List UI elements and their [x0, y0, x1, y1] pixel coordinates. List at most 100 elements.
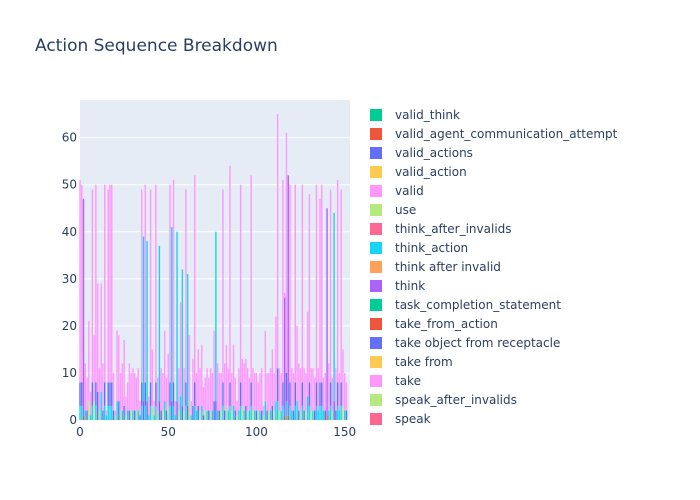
bar-segment [209, 410, 212, 420]
bar-segment [172, 382, 175, 406]
bar-segment [183, 368, 185, 411]
bar-segment [241, 405, 244, 420]
bar-segment [329, 405, 332, 420]
bar-segment [321, 382, 323, 406]
y-tick-label: 10 [62, 366, 77, 380]
bar-segment [222, 382, 224, 406]
legend-label: think_after_invalids [395, 222, 512, 236]
bar-segment [194, 405, 196, 420]
bar-segment [121, 410, 124, 420]
bar-segment [215, 401, 217, 420]
bar-segment [268, 410, 270, 420]
bar-segment [312, 410, 314, 420]
bar-segment [98, 368, 101, 411]
x-tick-label: 0 [76, 425, 84, 439]
bar-segment [181, 269, 184, 406]
bar-segment [155, 184, 157, 383]
bar-segment [285, 132, 288, 373]
bar-segment [248, 377, 251, 411]
bar-segment [195, 410, 198, 420]
bar-segment [239, 382, 242, 406]
bar-segment [269, 410, 272, 420]
legend-label: take from [395, 355, 453, 369]
legend-swatch [370, 299, 382, 311]
bar-segment [282, 382, 284, 406]
bar-segment [292, 372, 295, 411]
bar-segment [142, 236, 145, 402]
bar-segment [194, 175, 196, 383]
bar-segment [111, 405, 113, 420]
bar-segment [216, 363, 219, 411]
bar-segment [144, 382, 146, 406]
legend-label: use [395, 203, 416, 217]
legend-label: valid [395, 184, 424, 198]
bar-segment [340, 189, 342, 383]
bar-segment [310, 368, 312, 411]
bar-segment [84, 410, 86, 420]
bar-segment [179, 396, 182, 420]
bar-segment [303, 410, 305, 420]
bar-segment [190, 401, 192, 416]
bar-segment [276, 401, 279, 420]
bar-segment [296, 325, 298, 402]
bar-segment [338, 372, 341, 411]
bar-segment [273, 372, 275, 411]
legend-swatch [370, 261, 382, 273]
bar-segment [315, 184, 318, 383]
bar-segment [169, 382, 171, 406]
bar-segment [238, 368, 240, 411]
bar-segment [82, 198, 85, 416]
bar-segment [238, 410, 240, 420]
bar-segment [345, 382, 348, 411]
bar-segment [199, 368, 201, 411]
bar-segment [275, 401, 277, 420]
y-tick-label: 50 [62, 178, 77, 192]
bar-segment [192, 405, 194, 420]
bar-segment [326, 415, 328, 420]
bar-segment [112, 410, 115, 420]
bar-segment [261, 410, 263, 420]
bar-segment [321, 184, 323, 383]
bar-segment [331, 410, 334, 420]
bar-segment [227, 410, 229, 420]
bar-segment [142, 401, 145, 420]
bar-segment [156, 410, 159, 420]
bar-segment [192, 358, 194, 406]
bar-segment [280, 372, 282, 411]
bar-segment [109, 382, 111, 406]
bar-segment [162, 372, 164, 411]
bar-segment [257, 410, 259, 420]
legend-label: take [395, 374, 421, 388]
bar-segment [232, 405, 235, 420]
bar-segment [296, 401, 298, 420]
bar-segment [236, 415, 238, 420]
bar-segment [324, 372, 326, 411]
legend-label: take_from_action [395, 317, 498, 331]
bar-segment [153, 415, 155, 420]
bar-segment [111, 382, 113, 406]
bar-segment [340, 405, 342, 420]
bar-segment [314, 377, 316, 411]
bar-segment [172, 180, 175, 383]
bar-segment [204, 377, 206, 411]
bar-segment [118, 335, 120, 402]
bar-segment [315, 405, 318, 420]
bar-segment [81, 382, 83, 406]
bar-segment [301, 382, 304, 406]
bar-segment [201, 405, 203, 420]
y-tick-label: 20 [62, 319, 77, 333]
bar-segment [123, 405, 125, 420]
bar-segment [91, 405, 94, 420]
bar-segment [204, 410, 206, 420]
bar-segment [259, 410, 261, 420]
bar-segment [336, 180, 339, 383]
bar-segment [241, 358, 244, 406]
bar-segment [299, 368, 302, 411]
bar-segment [118, 401, 120, 420]
bar-segment [155, 382, 157, 406]
bar-segment [252, 368, 254, 411]
bar-segment [132, 410, 134, 420]
bar-segment [298, 363, 300, 411]
bar-segment [174, 415, 176, 420]
